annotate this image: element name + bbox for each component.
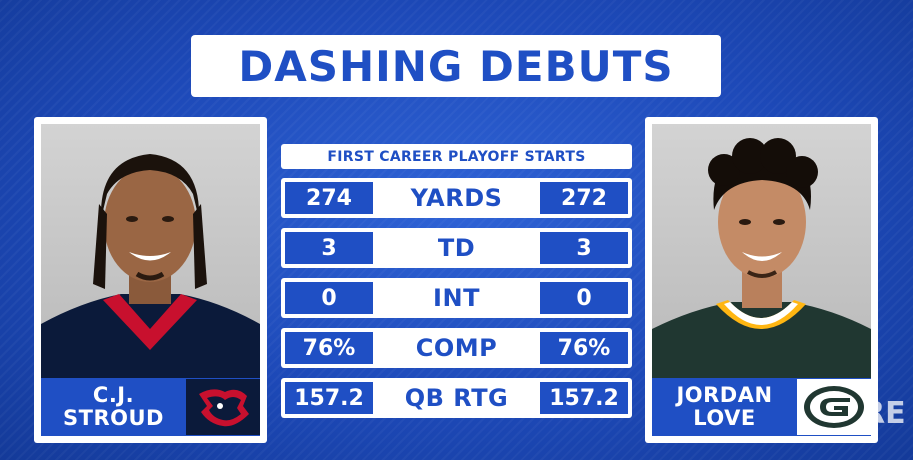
right-nameplate: JORDAN LOVE: [652, 378, 871, 436]
stat-right-value: 157.2: [540, 382, 628, 414]
stat-left-value: 0: [285, 282, 373, 314]
right-name-line1: JORDAN: [676, 383, 773, 407]
subtitle-banner: FIRST CAREER PLAYOFF STARTS: [281, 144, 632, 169]
stat-label: COMP: [415, 334, 498, 362]
title-banner: DASHING DEBUTS: [191, 35, 721, 97]
stat-row-td: 3 TD 3: [281, 228, 632, 268]
left-player-name: C.J. STROUD: [41, 384, 186, 430]
packers-g-logo-icon: [797, 379, 871, 435]
stat-row-yards: 274 YARDS 272: [281, 178, 632, 218]
right-player-card: JORDAN LOVE: [645, 117, 878, 443]
left-player-card: C.J. STROUD: [34, 117, 267, 443]
texans-bull-logo-icon: [186, 379, 260, 435]
stat-label: TD: [437, 234, 476, 262]
left-nameplate: C.J. STROUD: [41, 378, 260, 436]
stat-label: INT: [433, 284, 480, 312]
left-name-line2: STROUD: [63, 406, 164, 430]
stat-left-value: 76%: [285, 332, 373, 364]
page-title: DASHING DEBUTS: [238, 41, 674, 91]
stat-row-int: 0 INT 0: [281, 278, 632, 318]
stat-label: YARDS: [410, 184, 503, 212]
subtitle-text: FIRST CAREER PLAYOFF STARTS: [327, 148, 586, 165]
stat-row-qb-rtg: 157.2 QB RTG 157.2: [281, 378, 632, 418]
stat-row-comp: 76% COMP 76%: [281, 328, 632, 368]
stat-left-value: 3: [285, 232, 373, 264]
stat-left-value: 157.2: [285, 382, 373, 414]
right-player-photo: [652, 124, 871, 378]
left-name-line1: C.J.: [92, 383, 135, 407]
right-player-name: JORDAN LOVE: [652, 384, 797, 430]
left-player-photo: [41, 124, 260, 378]
stat-right-value: 272: [540, 182, 628, 214]
right-name-line2: LOVE: [693, 406, 756, 430]
stat-right-value: 76%: [540, 332, 628, 364]
channel-watermark: RE: [862, 395, 906, 431]
stat-right-value: 3: [540, 232, 628, 264]
stat-right-value: 0: [540, 282, 628, 314]
stat-left-value: 274: [285, 182, 373, 214]
stat-label: QB RTG: [404, 384, 509, 412]
